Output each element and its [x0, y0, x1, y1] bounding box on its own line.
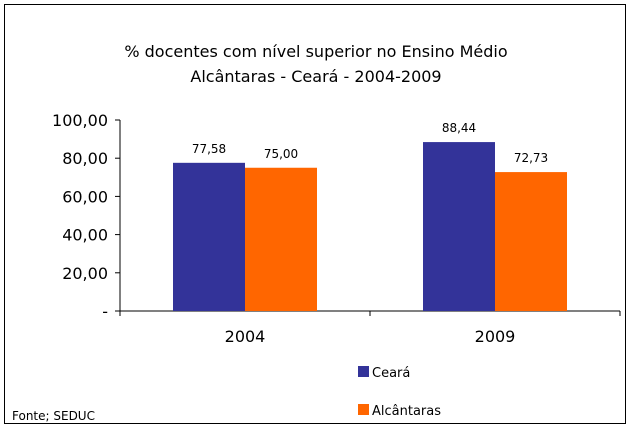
data-label: 72,73 — [514, 151, 548, 165]
x-category-label: 2009 — [475, 327, 516, 346]
y-tick-label: 60,00 — [62, 187, 108, 206]
legend-swatch — [358, 404, 369, 415]
data-label: 75,00 — [264, 147, 298, 161]
y-tick-label: - — [102, 302, 108, 321]
y-tick-label: 40,00 — [62, 226, 108, 245]
bar-2009-0 — [423, 142, 495, 311]
bar-2009-1 — [495, 172, 567, 311]
legend-swatch — [358, 366, 369, 377]
chart-legend: Ceará Alcântaras — [358, 366, 441, 419]
bar-2004-1 — [245, 167, 317, 311]
y-tick-label: 100,00 — [52, 111, 108, 130]
chart-title-line-1: % docentes com nível superior no Ensino … — [124, 42, 507, 61]
data-label: 77,58 — [192, 142, 226, 156]
x-category-label: 2004 — [225, 327, 266, 346]
chart-title-line-2: Alcântaras - Ceará - 2004-2009 — [190, 67, 441, 86]
legend-label: Ceará — [372, 366, 410, 381]
legend-label: Alcântaras — [372, 404, 441, 419]
chart-bars — [173, 142, 567, 311]
source-note: Fonte; SEDUC — [12, 409, 95, 423]
bar-2004-0 — [173, 162, 245, 311]
data-label: 88,44 — [442, 121, 476, 135]
chart-data-labels: 77,58 75,00 88,44 72,73 — [192, 121, 548, 165]
y-tick-label: 20,00 — [62, 264, 108, 283]
y-tick-label: 80,00 — [62, 149, 108, 168]
